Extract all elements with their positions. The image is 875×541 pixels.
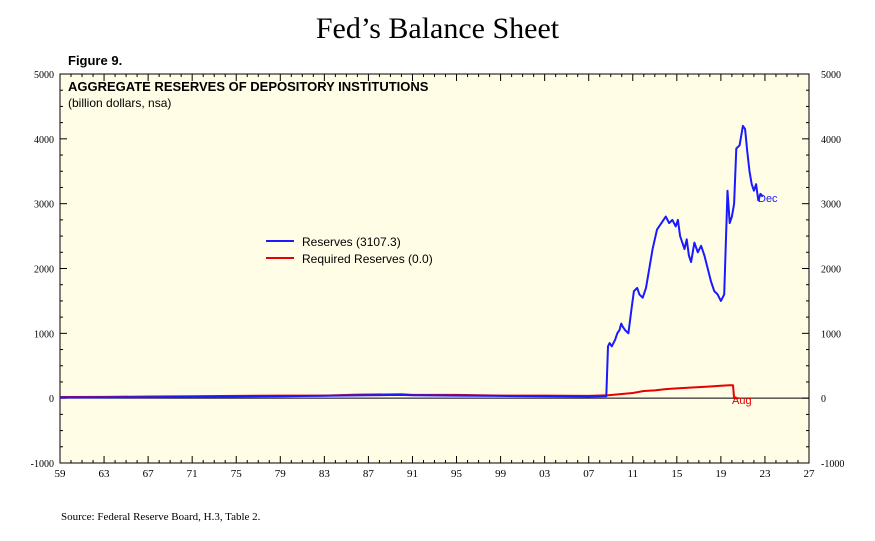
y-tick-label-right: 3000 (821, 200, 841, 211)
axis-layer: 59 63 67 71 75 79 83 87 91 95 99 03 07 11 15 19 23 27 -100… (31, 70, 845, 480)
annotation-dec: Dec (758, 193, 778, 205)
x-tick-label: 23 (759, 468, 771, 480)
x-tick-label: 67 (143, 468, 155, 480)
figure-label: Figure 9. (68, 53, 123, 68)
y-tick-label-left: 4000 (34, 135, 54, 146)
y-tick-label-left: 2000 (34, 265, 54, 276)
y-tick-label-left: 3000 (34, 200, 54, 211)
y-tick-label-left: 0 (49, 394, 54, 405)
page-title: Fed’s Balance Sheet (315, 12, 560, 45)
x-tick-label: 07 (583, 468, 595, 480)
x-tick-label: 99 (495, 468, 507, 480)
x-tick-label: 91 (407, 468, 418, 480)
legend: Reserves (3107.3) Required Reserves (0.0… (266, 235, 433, 266)
x-tick-label: 87 (363, 468, 375, 480)
series-line-reserves (59, 124, 764, 399)
chart-title: AGGREGATE RESERVES OF DEPOSITORY INSTITU… (68, 79, 429, 94)
x-tick-label: 83 (319, 468, 331, 480)
y-tick-label-left: 1000 (34, 329, 54, 340)
annotation-aug: Aug (732, 395, 752, 407)
legend-label-reserves: Reserves (3107.3) (302, 235, 401, 249)
plot-area (59, 73, 810, 464)
x-tick-label: 63 (99, 468, 111, 480)
chart-subtitle: (billion dollars, nsa) (68, 96, 171, 110)
y-tick-label-left: -1000 (31, 459, 54, 470)
x-tick-label: 03 (539, 468, 551, 480)
source-note: Source: Federal Reserve Board, H.3, Tabl… (61, 511, 261, 523)
y-tick-label-left: 5000 (34, 70, 54, 81)
y-tick-label-right: -1000 (821, 459, 844, 470)
x-tick-label: 19 (715, 468, 727, 480)
y-tick-label-right: 0 (821, 394, 826, 405)
x-tick-label: 15 (671, 468, 683, 480)
x-tick-label: 59 (55, 468, 67, 480)
y-tick-label-right: 1000 (821, 329, 841, 340)
x-tick-label: 79 (275, 468, 287, 480)
y-tick-label-right: 2000 (821, 265, 841, 276)
x-tick-label: 75 (231, 468, 243, 480)
y-tick-label-right: 5000 (821, 70, 841, 81)
legend-label-required: Required Reserves (0.0) (302, 252, 433, 266)
y-tick-label-right: 4000 (821, 135, 841, 146)
series-layer (59, 124, 764, 400)
x-tick-label: 27 (804, 468, 816, 480)
x-tick-label: 95 (451, 468, 463, 480)
x-tick-label: 11 (627, 468, 638, 480)
x-tick-label: 71 (187, 468, 198, 480)
